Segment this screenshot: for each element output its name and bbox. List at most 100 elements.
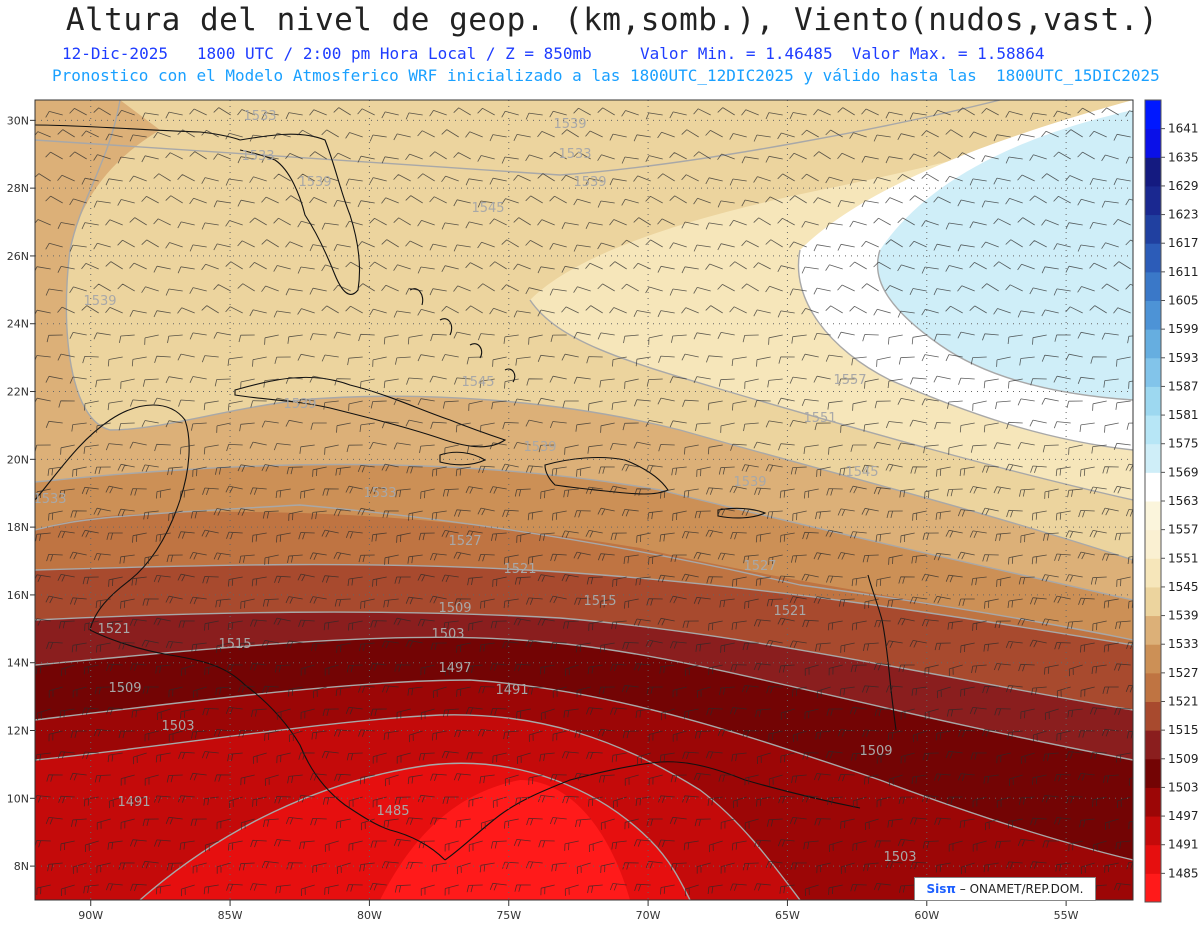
map-title: Altura del nivel de geop. (km,somb.), Vi… xyxy=(65,2,1159,38)
contour-label: 1545 xyxy=(461,375,494,390)
contour-label: 1557 xyxy=(833,373,866,388)
contour-label: 1521 xyxy=(503,562,536,577)
contour-label: 1545 xyxy=(471,201,504,216)
colorbar-swatch xyxy=(1145,243,1161,273)
contour-label: 1503 xyxy=(161,719,194,734)
contour-label: 1551 xyxy=(803,411,836,426)
colorbar-swatch xyxy=(1145,472,1161,502)
contour-label: 1509 xyxy=(438,601,471,616)
colorbar-swatch xyxy=(1145,501,1161,531)
colorbar-label: 1527 xyxy=(1168,666,1199,680)
contour-label: 1491 xyxy=(495,683,528,698)
colorbar-label: 1563 xyxy=(1168,494,1199,508)
lesser-antilles-coast xyxy=(867,574,897,731)
lon-tick-label: 65W xyxy=(775,909,800,922)
lat-tick-label: 16N xyxy=(7,589,29,602)
model-info-line: Pronostico con el Modelo Atmosferico WRF… xyxy=(52,66,1160,85)
credit-box: Sisπ – ONAMET/REP.DOM. xyxy=(914,877,1096,901)
colorbar-swatch xyxy=(1145,816,1161,846)
header: Altura del nivel de geop. (km,somb.), Vi… xyxy=(0,0,1200,96)
colorbar-label: 1485 xyxy=(1168,866,1199,880)
lat-tick-label: 20N xyxy=(7,453,29,466)
contour-label: 1485 xyxy=(376,804,409,819)
colorbar-swatch xyxy=(1145,701,1161,731)
lat-tick-label: 8N xyxy=(14,860,29,873)
lon-tick-label: 80W xyxy=(357,909,382,922)
colorbar-swatch xyxy=(1145,558,1161,588)
colorbar-swatch xyxy=(1145,787,1161,817)
geopotential-shading xyxy=(35,100,1133,900)
lat-tick-label: 14N xyxy=(7,657,29,670)
colorbar-label: 1617 xyxy=(1168,236,1199,250)
contour-label: 1527 xyxy=(448,534,481,549)
colorbar-swatch xyxy=(1145,214,1161,244)
contour-label: 1527 xyxy=(743,559,776,574)
puerto-rico-coast xyxy=(717,507,767,519)
colorbar-swatch xyxy=(1145,128,1161,158)
lat-tick-label: 12N xyxy=(7,725,29,738)
colorbar-swatch xyxy=(1145,615,1161,645)
colorbar-label: 1545 xyxy=(1168,580,1199,594)
colorbar-label: 1575 xyxy=(1168,437,1199,451)
band-1479 xyxy=(380,780,630,900)
lat-tick-label: 28N xyxy=(7,182,29,195)
credit-brand: Sisπ xyxy=(926,882,956,896)
wind-barb-field xyxy=(35,107,1133,897)
contour-label: 1521 xyxy=(97,622,130,637)
wind-barbs xyxy=(35,107,1133,897)
credit-text: – ONAMET/REP.DOM. xyxy=(959,882,1084,896)
contour-label: 1539 xyxy=(298,175,331,190)
colorbar-swatch xyxy=(1145,873,1161,903)
colorbar-swatch xyxy=(1145,100,1161,130)
contour-label: 1521 xyxy=(773,604,806,619)
colorbar-label: 1491 xyxy=(1168,838,1199,852)
valid-time-line: 12-Dic-2025 1800 UTC / 2:00 pm Hora Loca… xyxy=(62,44,1045,63)
colorbar-swatch xyxy=(1145,329,1161,359)
contour-label: 1539 xyxy=(553,117,586,132)
lon-tick-label: 60W xyxy=(914,909,939,922)
colorbar-label: 1539 xyxy=(1168,609,1199,623)
lon-tick-label: 75W xyxy=(496,909,521,922)
coastlines xyxy=(35,124,897,861)
lat-tick-label: 22N xyxy=(7,386,29,399)
longitude-axis: 90W 85W 80W 75W 70W 65W 60W 55W xyxy=(78,900,1079,922)
contour-label: 1539 xyxy=(283,397,316,412)
colorbar-label: 1521 xyxy=(1168,695,1199,709)
lat-tick-label: 30N xyxy=(7,114,29,127)
lat-tick-label: 10N xyxy=(7,792,29,805)
colorbar-label: 1635 xyxy=(1168,150,1199,164)
contour-label: 1509 xyxy=(108,681,141,696)
colorbar-label: 1503 xyxy=(1168,780,1199,794)
colorbar-swatch xyxy=(1145,157,1161,187)
colorbar-label: 1593 xyxy=(1168,351,1199,365)
colorbar-swatch xyxy=(1145,300,1161,330)
colorbar-label: 1629 xyxy=(1168,179,1199,193)
cuba-coast xyxy=(234,376,507,448)
colorbar-swatch xyxy=(1145,730,1161,760)
colorbar-swatch xyxy=(1145,758,1161,788)
lat-tick-label: 26N xyxy=(7,250,29,263)
colorbar-label: 1557 xyxy=(1168,523,1199,537)
contour-label: 1515 xyxy=(583,594,616,609)
contour-label: 1539 xyxy=(573,175,606,190)
colorbar-label: 1611 xyxy=(1168,265,1199,279)
colorbar-swatch xyxy=(1145,529,1161,559)
colorbar-label: 1533 xyxy=(1168,637,1199,651)
contour-label: 1539 xyxy=(733,475,766,490)
lat-tick-label: 18N xyxy=(7,521,29,534)
colorbar-label: 1587 xyxy=(1168,379,1199,393)
graticule xyxy=(35,100,1133,900)
colorbar-swatch xyxy=(1145,644,1161,674)
colorbar-swatch xyxy=(1145,443,1161,473)
contour-label: 1491 xyxy=(117,795,150,810)
colorbar-label: 1605 xyxy=(1168,294,1199,308)
florida-coast xyxy=(239,133,361,295)
contour-label: 1533 xyxy=(363,486,396,501)
colorbar-label: 1623 xyxy=(1168,208,1199,222)
contour-label: 1533 xyxy=(243,109,276,124)
contour-label: 1545 xyxy=(845,465,878,480)
lon-tick-label: 90W xyxy=(78,909,103,922)
colorbar-label: 1569 xyxy=(1168,465,1199,479)
contour-lines xyxy=(35,100,1133,900)
